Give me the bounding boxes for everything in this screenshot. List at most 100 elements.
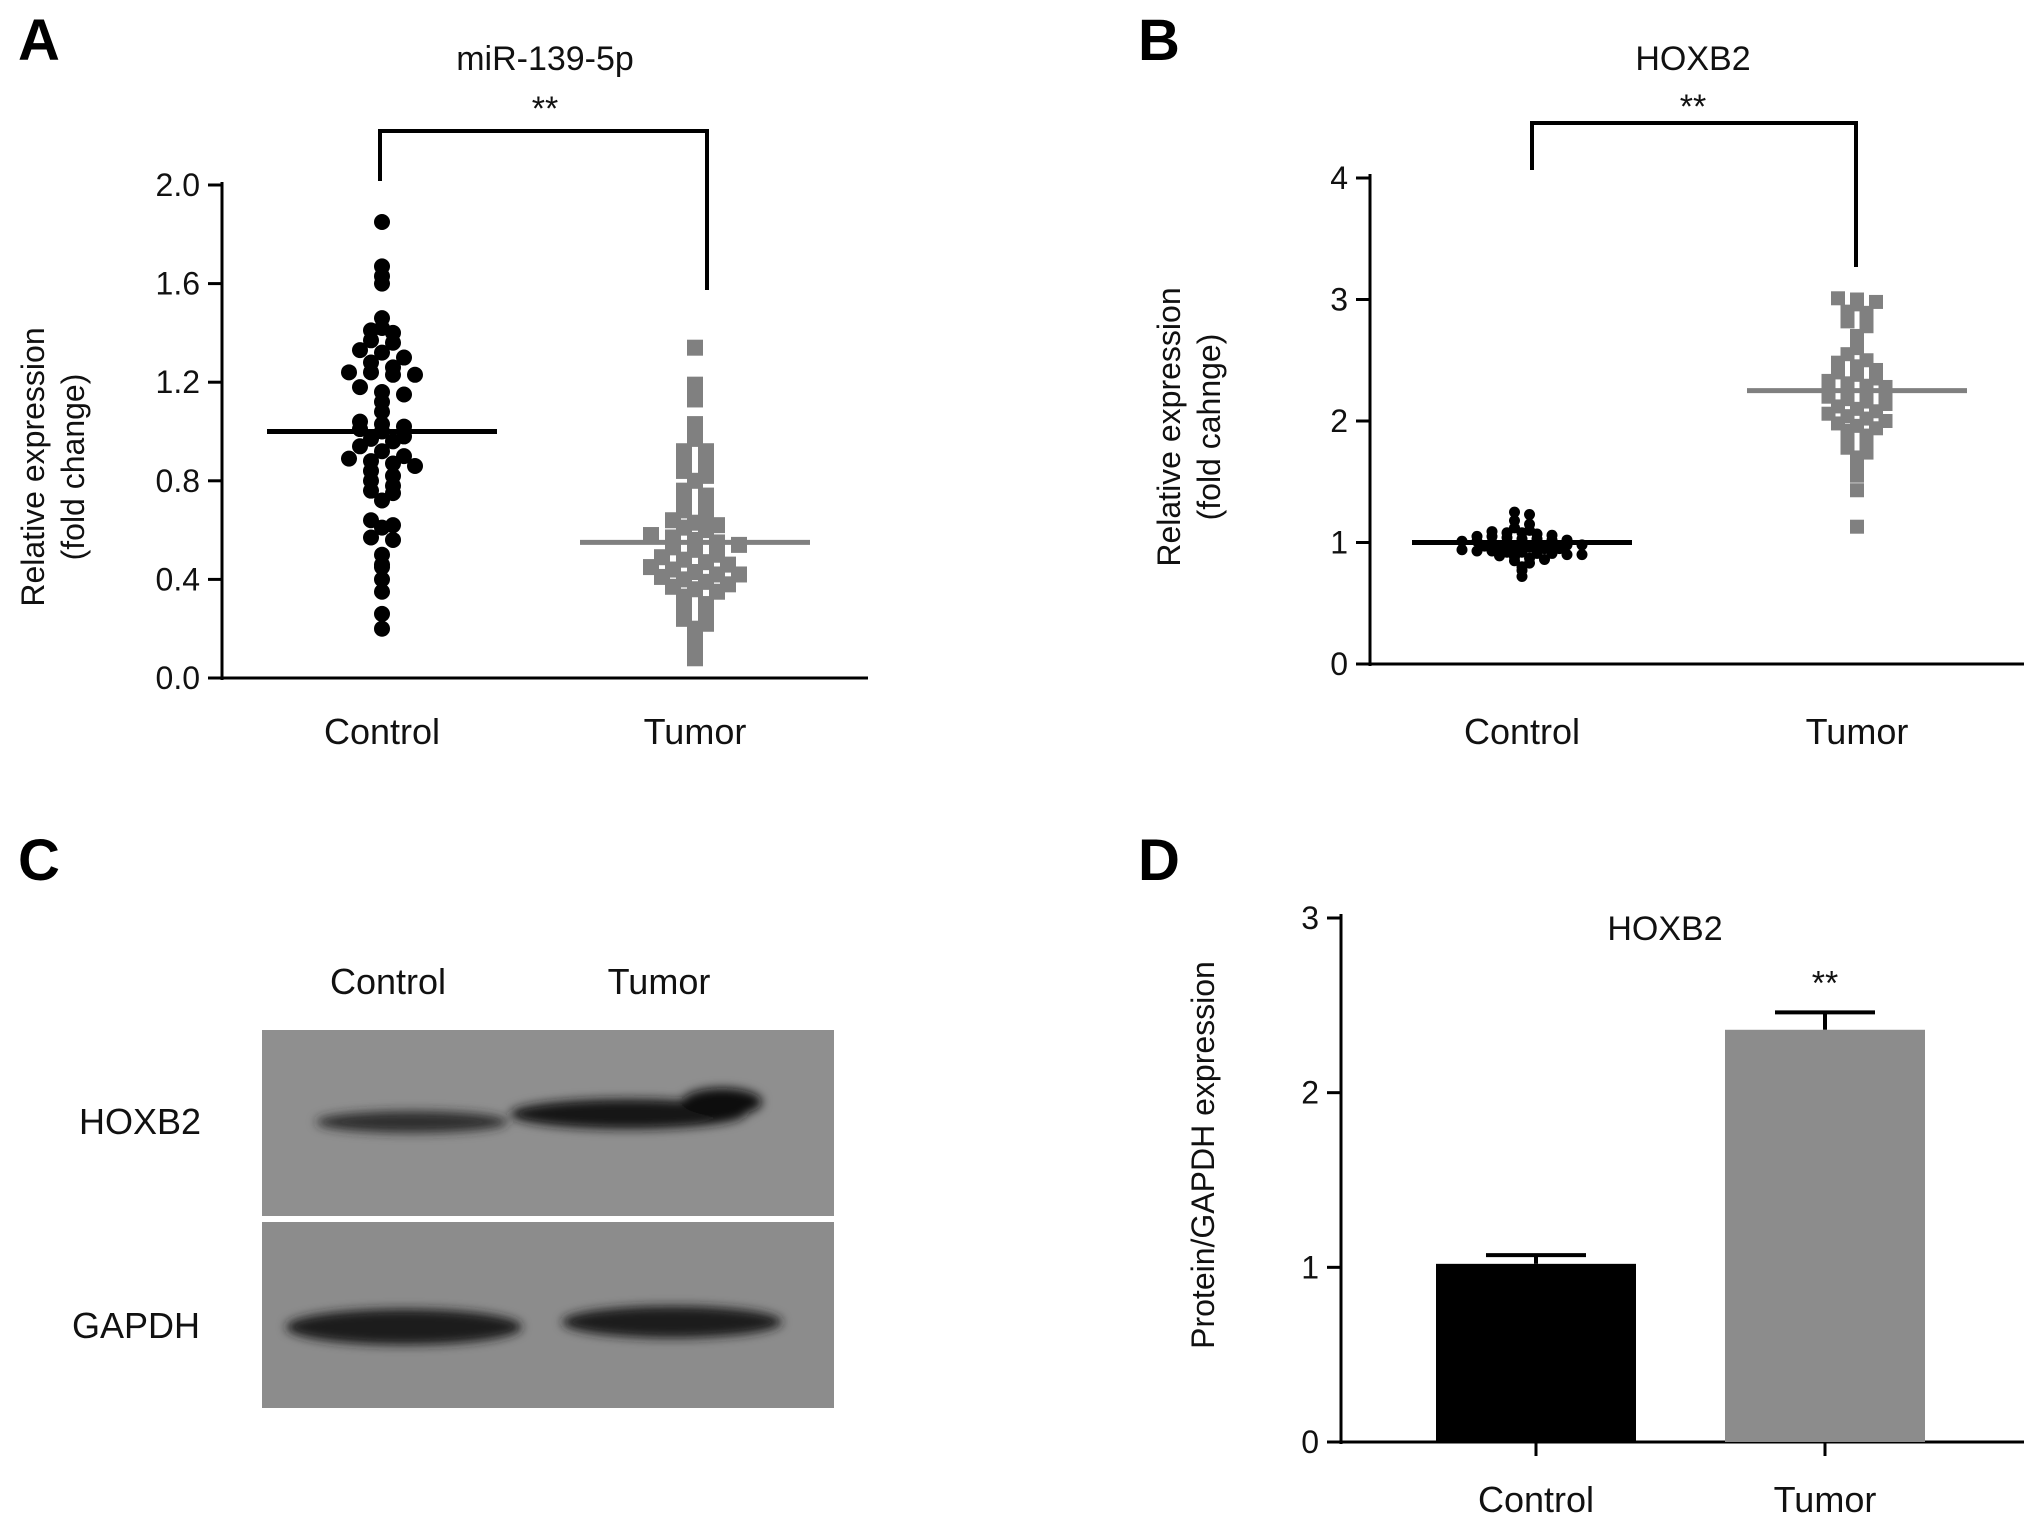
panel-a-control-point (374, 571, 390, 588)
panel-b-tumor-point (1850, 292, 1864, 307)
panel-b-tick-label: 2 (1330, 403, 1348, 439)
panel-b-control-point (1546, 529, 1558, 541)
panel-a-tick-label: 1.2 (156, 364, 200, 400)
blot-lane-label-control: Control (330, 961, 446, 1002)
panel-b-category-control: Control (1464, 711, 1580, 752)
panel-b-control-point (1509, 515, 1520, 527)
panel-a-control-point (396, 448, 412, 465)
panel-b-control-point (1486, 526, 1498, 538)
panel-d-bar-control (1436, 1263, 1636, 1442)
panel-a-letter: A (18, 8, 60, 73)
blot-band-hoxb2-control (316, 1111, 508, 1133)
panel-a-title: miR-139-5p (456, 40, 634, 78)
panel-a-control-point (341, 364, 357, 381)
panel-a-significance-bracket (378, 129, 709, 290)
panel-b-ylabel-line1: Relative expression (1151, 287, 1187, 566)
panel-b-tumor-point (1850, 483, 1864, 498)
panel-b-control-point (1524, 518, 1535, 530)
panel-a-tumor-point (698, 596, 714, 613)
panel-a-control-point (374, 443, 390, 460)
panel-d-category-control: Control (1478, 1479, 1594, 1520)
panel-a-control-point (374, 416, 390, 433)
panel-b-control-point (1524, 509, 1535, 521)
panel-a-control-point (363, 512, 379, 529)
panel-d-category-tumor: Tumor (1774, 1479, 1877, 1520)
panel-b-category-tumor: Tumor (1806, 711, 1909, 752)
panel-a-control-point (385, 467, 401, 484)
panel-b-title: HOXB2 (1635, 40, 1750, 78)
panel-a-tumor-point (698, 507, 714, 524)
blot-band-gapdh-control (286, 1309, 522, 1345)
panel-a-tumor-point (676, 600, 692, 617)
panel-a-tumor-point (643, 527, 659, 544)
panel-a-tumor-point (687, 430, 703, 447)
panel-a-tumor-point (698, 443, 714, 460)
panel-a-ticks: 0.0 0.4 0.8 1.2 1.6 2.0 (156, 167, 222, 696)
panel-c-letter: C (18, 828, 60, 893)
panel-b-tumor-point (1859, 319, 1874, 334)
panel-d: D HOXB2 Protein/GAPDH expression 0 1 2 3 **… (1138, 828, 2024, 1520)
panel-b-control-point (1561, 549, 1573, 561)
panel-a-control-point (374, 213, 390, 230)
panel-a-significance: ** (532, 90, 558, 128)
panel-a-control-point (396, 349, 412, 366)
panel-a-control-point (374, 310, 390, 327)
panel-a-tick-label: 1.6 (156, 266, 200, 302)
panel-a-tick-label: 0.0 (156, 660, 200, 696)
panel-d-tick-label: 0 (1301, 1424, 1319, 1460)
panel-d-ticks: 0 1 2 3 (1301, 900, 1341, 1460)
panel-a-control-point (374, 344, 390, 361)
panel-a-tick-label: 0.8 (156, 463, 200, 499)
panel-a-control-point (352, 342, 368, 359)
panel-a-tumor-point (687, 416, 703, 433)
panel-a-ylabel-line1: Relative expression (15, 327, 51, 606)
panel-b-tick-label: 0 (1330, 646, 1348, 682)
panel-a-tumor-point (687, 376, 703, 393)
blot-lane-label-tumor: Tumor (608, 961, 711, 1002)
panel-d-ylabel: Protein/GAPDH expression (1185, 961, 1221, 1349)
blot-row-label-hoxb2: HOXB2 (79, 1101, 201, 1142)
panel-a-control-point (352, 413, 368, 430)
panel-b-ylabel-line2: (fold cahnge) (1191, 334, 1227, 521)
panel-d-tick-label: 3 (1301, 900, 1319, 936)
panel-a-tumor-point (676, 502, 692, 519)
panel-a-control-point (385, 359, 401, 376)
panel-a-tumor-point (676, 443, 692, 460)
panel-a-points (341, 213, 747, 667)
panel-a-control-point (407, 366, 423, 383)
panel-a-control-point (352, 379, 368, 396)
panel-a-tumor-point (687, 640, 703, 657)
panel-a-control-point (363, 354, 379, 371)
panel-b-tumor-point (1859, 353, 1874, 368)
panel-b-control-point (1456, 544, 1468, 556)
panel-b: B HOXB2 ** Relative expression (fold cah… (1138, 8, 2024, 752)
blot-band-gapdh-tumor (562, 1306, 782, 1338)
panel-a-control-point (374, 583, 390, 600)
panel-a: A miR-139-5p ** Relative expression (fol… (15, 8, 868, 752)
panel-a-tumor-point (698, 467, 714, 484)
panel-a-category-control: Control (324, 711, 440, 752)
panel-a-control-point (374, 620, 390, 637)
panel-a-control-point (374, 258, 390, 275)
blot-band-hoxb2-tumor-edge (682, 1088, 762, 1116)
blot-row-label-gapdh: GAPDH (72, 1305, 200, 1346)
panel-d-letter: D (1138, 828, 1180, 893)
panel-a-control-point (363, 453, 379, 470)
panel-b-control-point (1471, 530, 1483, 542)
panel-d-title: HOXB2 (1607, 910, 1722, 948)
panel-d-significance-tumor: ** (1812, 964, 1838, 1002)
panel-b-tumor-point (1869, 294, 1883, 309)
panel-a-tumor-point (687, 339, 703, 356)
panel-b-control-point (1509, 506, 1520, 518)
panel-b-points (1456, 291, 1893, 583)
panel-d-bar-tumor (1725, 1029, 1925, 1442)
panel-b-control-point (1576, 549, 1588, 561)
panel-b-control-point (1539, 554, 1550, 566)
panel-a-control-point (363, 529, 379, 546)
panel-a-ylabel-line2: (fold change) (55, 374, 91, 561)
panel-d-tick-label: 1 (1301, 1249, 1319, 1285)
panel-b-letter: B (1138, 8, 1180, 73)
panel-a-control-point (374, 546, 390, 563)
panel-a-control-point (374, 384, 390, 401)
